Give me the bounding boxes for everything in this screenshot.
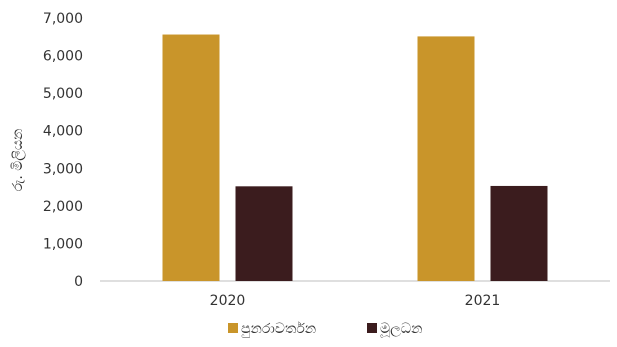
legend-swatch-0 [228, 323, 238, 333]
x-tick-label: 2020 [210, 293, 246, 309]
legend-label-1: මූලධන [380, 321, 423, 338]
y-tick-label: 0 [74, 274, 83, 290]
bar-series-1-2020 [235, 186, 293, 281]
x-axis-ticks: 2020 2021 [210, 293, 501, 309]
y-axis-title: රු. මිලියන [10, 129, 26, 192]
bars [162, 34, 548, 281]
y-tick-label: 2,000 [43, 199, 83, 215]
y-tick-label: 5,000 [43, 86, 83, 102]
bar-series-0-2021 [417, 36, 475, 281]
x-tick-label: 2021 [465, 293, 501, 309]
legend-label-0: පුනරාවර්තන [241, 321, 316, 338]
y-tick-label: 6,000 [43, 49, 83, 65]
y-tick-label: 1,000 [43, 236, 83, 252]
y-tick-label: 7,000 [43, 11, 83, 27]
bar-series-1-2021 [490, 185, 548, 281]
bar-series-0-2020 [162, 34, 220, 281]
y-tick-label: 4,000 [43, 124, 83, 140]
legend-swatch-1 [367, 323, 377, 333]
y-axis-ticks: 0 1,000 2,000 3,000 4,000 5,000 6,000 7,000 [43, 11, 83, 290]
legend: පුනරාවර්තන මූලධන [228, 321, 423, 338]
y-tick-label: 3,000 [43, 161, 83, 177]
